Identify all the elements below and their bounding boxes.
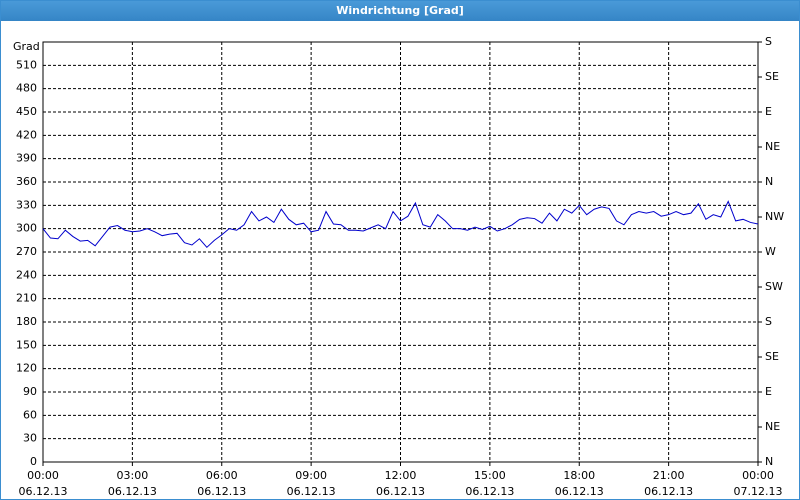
y2-tick-label: N <box>765 175 773 188</box>
y-tick-label: 30 <box>23 432 37 445</box>
x-tick-label: 06.12.13 <box>376 485 425 498</box>
x-tick-label: 12:00 <box>385 469 417 482</box>
x-tick-label: 06.12.13 <box>644 485 693 498</box>
y-axis-label: Grad <box>13 40 40 53</box>
x-tick-label: 00:00 <box>27 469 59 482</box>
y-tick-label: 270 <box>16 245 37 258</box>
y-tick-label: 120 <box>16 362 37 375</box>
y-tick-label: 150 <box>16 338 37 351</box>
y-tick-label: 60 <box>23 408 37 421</box>
y-tick-label: 390 <box>16 152 37 165</box>
y-tick-label: 480 <box>16 82 37 95</box>
y2-tick-label: S <box>765 35 772 48</box>
y2-tick-label: NE <box>765 420 780 433</box>
y2-tick-label: E <box>765 385 772 398</box>
y2-tick-label: E <box>765 105 772 118</box>
x-tick-label: 15:00 <box>474 469 506 482</box>
y-tick-label: 420 <box>16 128 37 141</box>
x-tick-label: 03:00 <box>117 469 149 482</box>
y-tick-label: 210 <box>16 292 37 305</box>
y-tick-label: 90 <box>23 385 37 398</box>
y-tick-label: 0 <box>30 455 37 468</box>
y-tick-label: 330 <box>16 198 37 211</box>
y2-tick-label: NW <box>765 210 784 223</box>
x-tick-label: 00:00 <box>742 469 774 482</box>
x-tick-label: 06.12.13 <box>287 485 336 498</box>
y-tick-label: 360 <box>16 175 37 188</box>
y2-tick-label: SE <box>765 70 779 83</box>
y2-tick-label: SE <box>765 350 779 363</box>
x-tick-label: 06.12.13 <box>197 485 246 498</box>
x-tick-label: 06.12.13 <box>555 485 604 498</box>
y2-tick-label: NE <box>765 140 780 153</box>
y2-tick-label: N <box>765 455 773 468</box>
y-tick-label: 510 <box>16 58 37 71</box>
x-tick-label: 06.12.13 <box>108 485 157 498</box>
x-tick-label: 06.12.13 <box>465 485 514 498</box>
x-tick-label: 21:00 <box>653 469 685 482</box>
x-tick-label: 07.12.13 <box>734 485 783 498</box>
y2-tick-label: SW <box>765 280 783 293</box>
chart: Grad 0 30 60 90 120 150 180 210 240 270 300 330 360 3… <box>13 35 784 498</box>
plot-border <box>42 41 759 463</box>
y2-tick-label: S <box>765 315 772 328</box>
x-tick-label: 06.12.13 <box>19 485 68 498</box>
y2-tick-label: W <box>765 245 776 258</box>
y-tick-label: 180 <box>16 315 37 328</box>
x-tick-label: 18:00 <box>563 469 595 482</box>
y-tick-label: 300 <box>16 222 37 235</box>
y-tick-label: 450 <box>16 105 37 118</box>
window-title: Windrichtung [Grad] <box>1 1 799 21</box>
data-line <box>42 200 759 249</box>
x-tick-label: 09:00 <box>295 469 327 482</box>
y-tick-label: 240 <box>16 268 37 281</box>
x-tick-label: 06:00 <box>206 469 238 482</box>
